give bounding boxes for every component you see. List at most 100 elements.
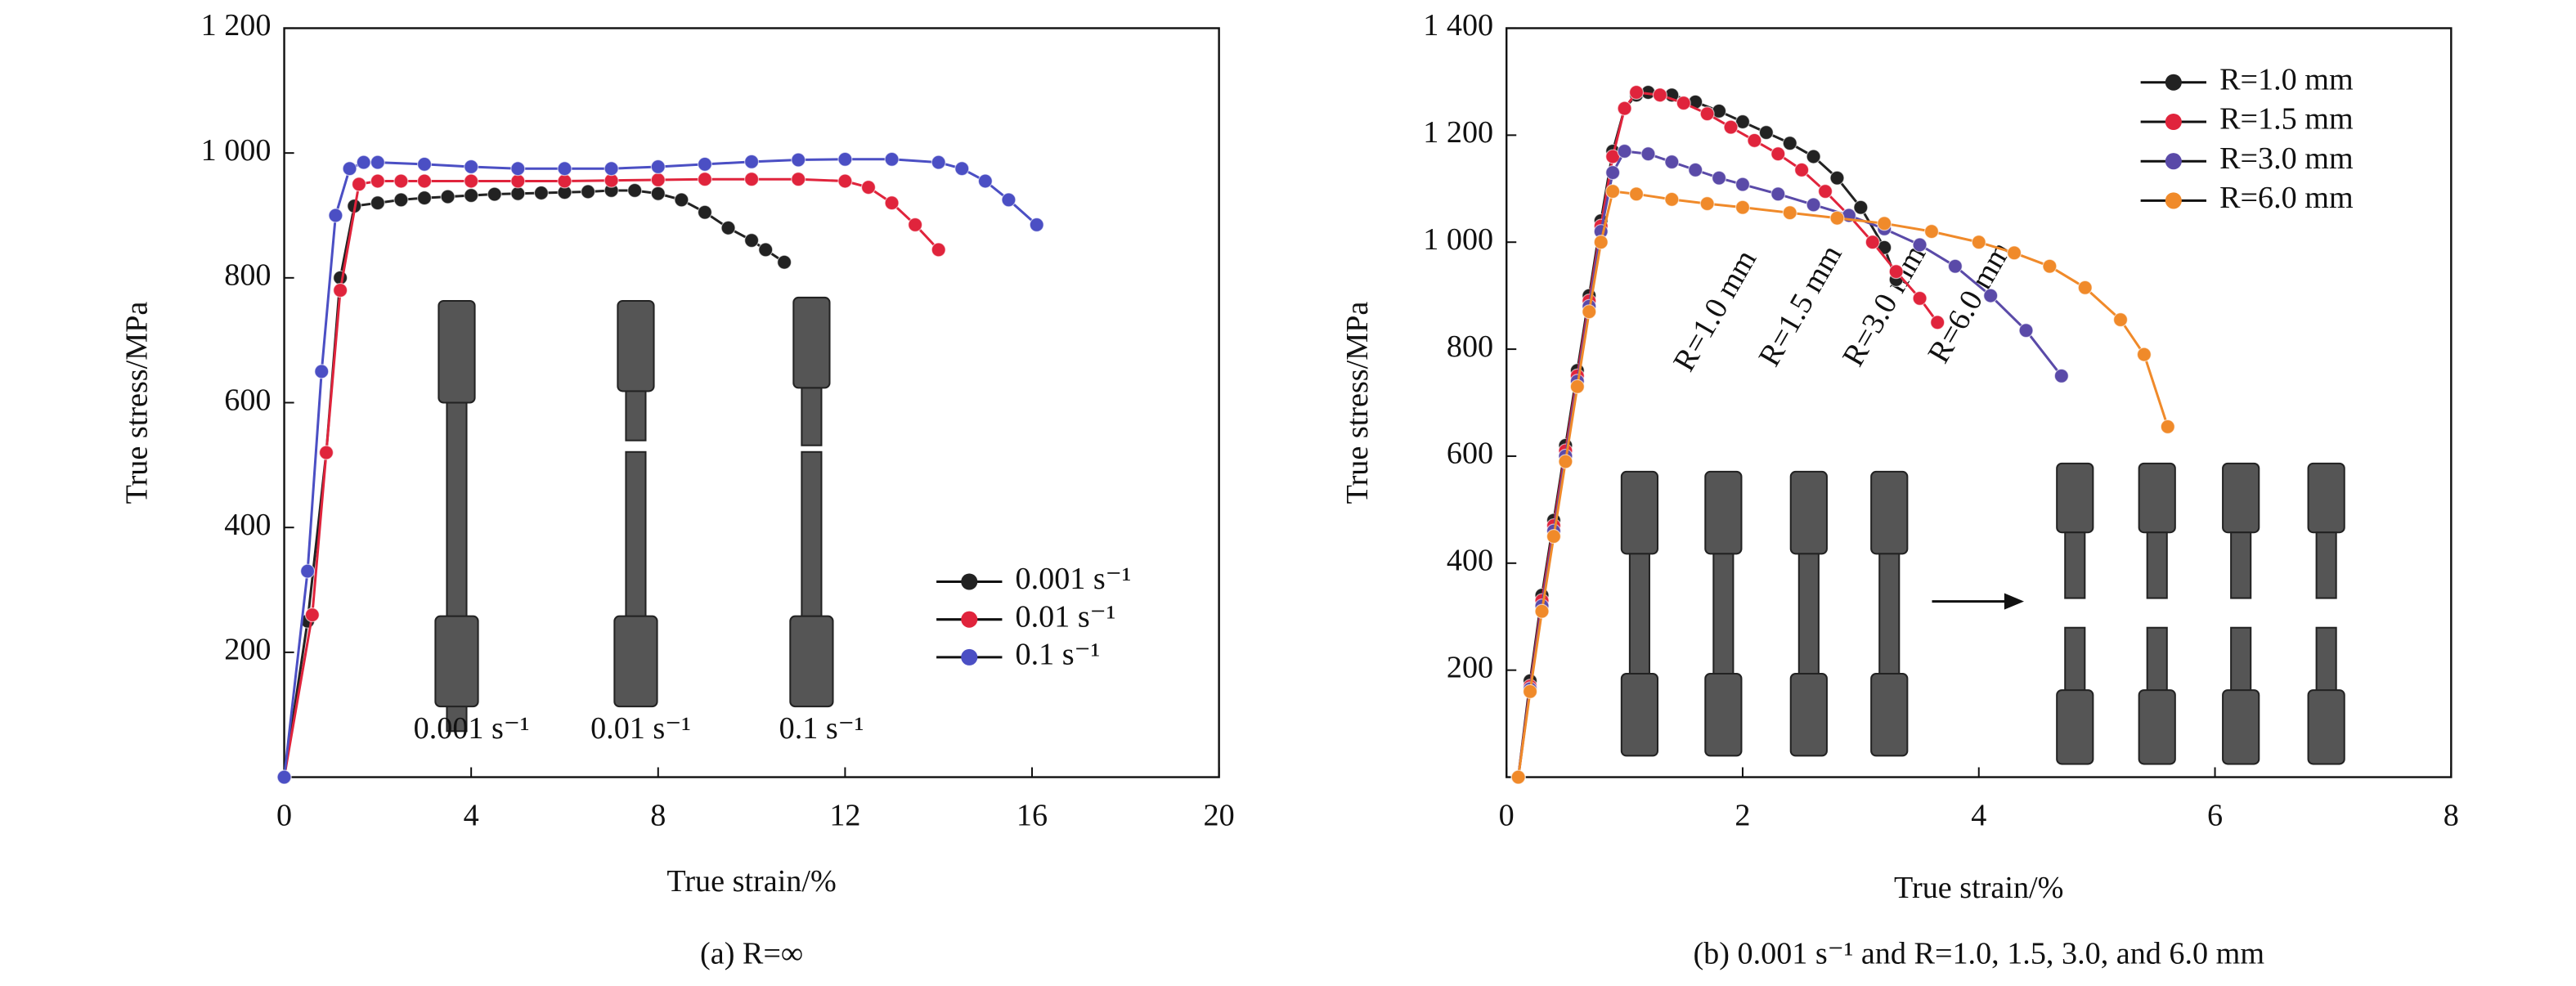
legend-label: 0.01 s⁻¹ [1016, 599, 1116, 634]
specimen [2307, 462, 2345, 534]
data-point [697, 172, 712, 187]
x-tick-label: 6 [2207, 799, 2223, 833]
data-point [1971, 235, 1986, 250]
data-point [333, 283, 348, 298]
caption: (b) 0.001 s⁻¹ and R=1.0, 1.5, 3.0, and 6… [1693, 936, 2264, 970]
data-point [464, 188, 479, 204]
annotation: 0.01 s⁻¹ [590, 711, 691, 746]
data-point [1829, 210, 1845, 226]
data-point [1770, 146, 1786, 162]
data-point [1947, 258, 1963, 274]
data-point [557, 173, 572, 189]
specimen [625, 450, 647, 634]
specimen [2138, 462, 2176, 534]
legend-marker [2165, 192, 2182, 209]
data-point [837, 151, 853, 167]
data-point [1699, 106, 1715, 122]
legend-label: R=1.5 mm [2219, 102, 2354, 137]
specimen [801, 450, 823, 634]
data-point [356, 155, 371, 170]
x-tick-label: 0 [1499, 799, 1515, 833]
caption: (a) R=∞ [700, 936, 803, 970]
legend-marker [961, 611, 978, 628]
y-tick-label: 1 000 [201, 133, 272, 168]
data-point [1652, 87, 1667, 103]
data-point [1640, 146, 1656, 162]
x-axis-label: True strain/% [1894, 871, 2063, 905]
data-point [884, 151, 900, 167]
data-point [342, 161, 357, 177]
data-point [604, 161, 619, 177]
y-tick-label: 600 [224, 383, 271, 417]
specimen [2315, 531, 2337, 599]
data-point [370, 155, 385, 170]
data-point [1688, 162, 1703, 177]
data-point [1930, 315, 1945, 330]
data-point [581, 184, 596, 199]
specimen [617, 299, 655, 392]
data-point [650, 186, 666, 201]
data-point [1617, 101, 1632, 116]
data-point [697, 204, 712, 220]
specimen [1628, 553, 1650, 687]
data-point [1712, 170, 1727, 186]
data-point [1877, 216, 1892, 231]
data-point [1865, 235, 1880, 250]
y-tick-label: 1 400 [1423, 8, 1493, 43]
specimen [1878, 553, 1901, 687]
data-point [416, 190, 433, 206]
data-point [393, 173, 409, 189]
specimen [2056, 689, 2094, 765]
specimen [1789, 672, 1828, 757]
y-tick-label: 800 [1447, 329, 1493, 364]
data-point [1558, 454, 1573, 469]
data-point [510, 173, 526, 189]
x-tick-label: 8 [2444, 799, 2459, 833]
specimen [625, 390, 647, 441]
data-point [333, 270, 348, 285]
data-point [720, 220, 736, 235]
data-point [1829, 170, 1845, 186]
specimen [2315, 626, 2337, 695]
data-point [1735, 199, 1751, 215]
data-point [860, 180, 877, 195]
data-point [1001, 192, 1016, 208]
legend-marker [961, 573, 978, 590]
legend-marker [2165, 113, 2182, 131]
data-point [1782, 136, 1797, 151]
annotation: R=1.5 mm [1752, 239, 1849, 372]
data-point [533, 185, 549, 201]
data-point [2018, 323, 2034, 338]
specimen [2138, 689, 2176, 765]
x-tick-label: 20 [1204, 799, 1235, 833]
y-tick-label: 1 200 [201, 8, 272, 43]
legend-label: R=3.0 mm [2219, 141, 2354, 176]
data-point [1806, 149, 1821, 164]
data-point [1546, 529, 1561, 545]
data-point [1605, 165, 1621, 181]
data-point [791, 172, 806, 187]
data-point [1582, 304, 1597, 320]
legend-marker [961, 648, 978, 666]
data-point [1853, 199, 1869, 215]
x-tick-label: 2 [1735, 799, 1750, 833]
data-point [464, 173, 479, 189]
specimen [438, 299, 476, 404]
data-point [977, 173, 993, 189]
y-axis-label: True stress/MPa [120, 302, 155, 504]
specimen [2064, 626, 2086, 695]
data-point [791, 152, 806, 168]
data-point [370, 195, 385, 211]
specimen [1870, 470, 1909, 555]
data-point [1664, 191, 1680, 207]
data-point [557, 161, 572, 177]
data-point [416, 156, 433, 172]
legend-label: 0.001 s⁻¹ [1016, 562, 1132, 596]
legend-label: 0.1 s⁻¹ [1016, 638, 1101, 672]
data-point [314, 364, 330, 379]
y-tick-label: 400 [1447, 544, 1493, 578]
y-tick-label: 1 200 [1423, 115, 1493, 150]
data-point [697, 156, 712, 172]
